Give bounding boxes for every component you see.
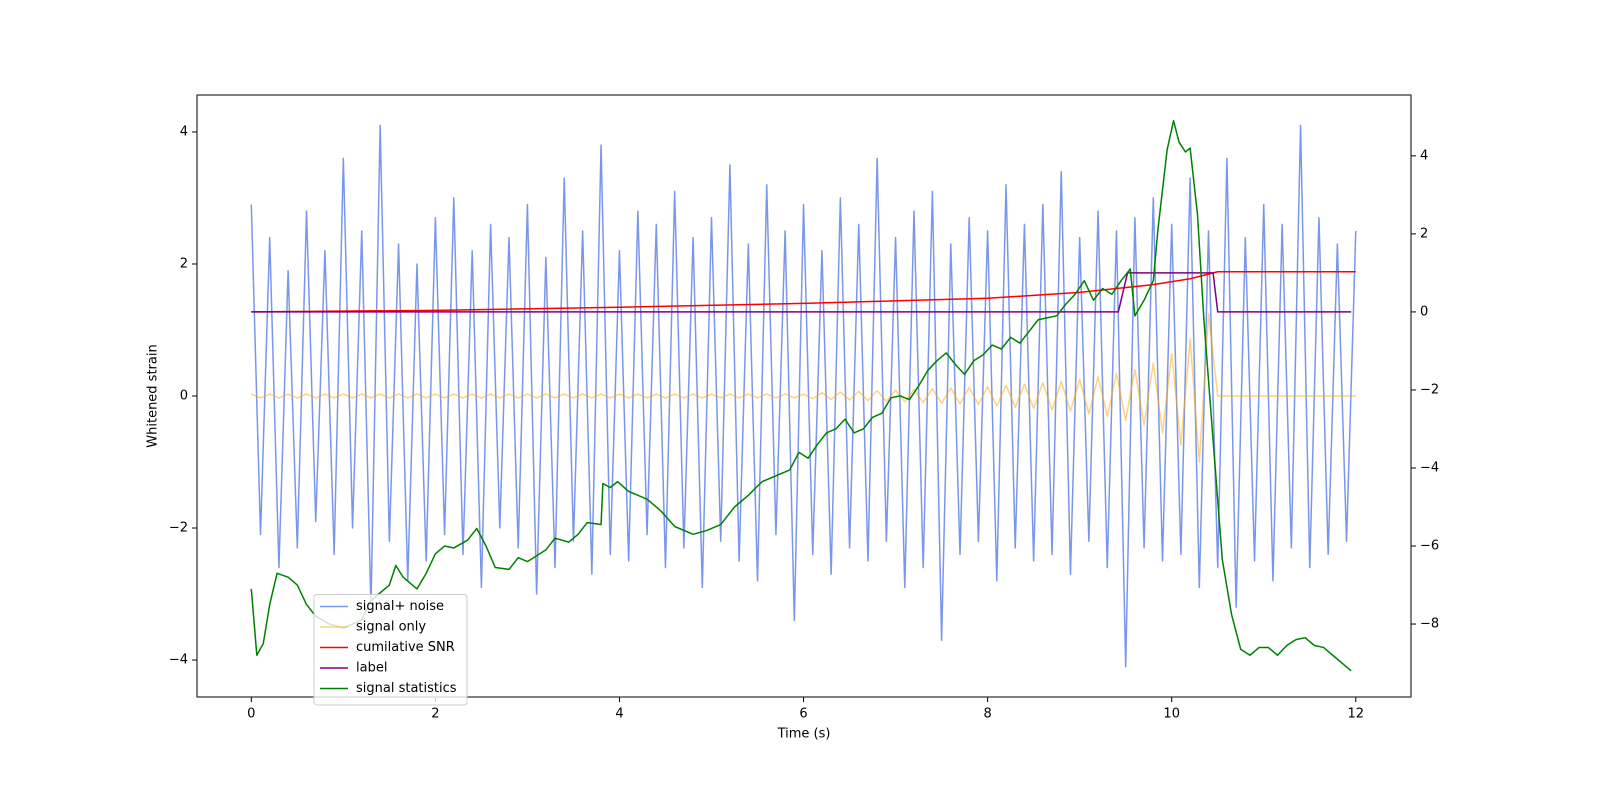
legend-label: label [356, 661, 387, 676]
y2-tick-label: 2 [1420, 226, 1428, 241]
series-line [251, 272, 1352, 313]
x-tick-label: 0 [247, 707, 255, 722]
series-line [250, 124, 1357, 668]
y-tick-label: 2 [180, 256, 188, 271]
series-line [251, 312, 1356, 463]
legend-label: signal only [356, 620, 426, 635]
plot-lines [250, 120, 1357, 672]
x-tick-label: 4 [615, 707, 623, 722]
y-axis-label: Whitened strain [146, 344, 161, 447]
y-tick-label: −2 [169, 521, 188, 536]
x-tick-label: 2 [431, 707, 439, 722]
series-line [251, 270, 1356, 313]
x-tick-label: 8 [983, 707, 991, 722]
x-tick-label: 6 [799, 707, 807, 722]
legend-label: signal statistics [356, 681, 457, 696]
y-tick-label: −4 [169, 653, 188, 668]
y2-tick-label: −2 [1420, 382, 1439, 397]
legend-box [313, 594, 468, 706]
legend-label: cumilative SNR [356, 640, 455, 655]
legend-label: signal+ noise [356, 599, 444, 614]
x-tick-label: 10 [1163, 707, 1180, 722]
y-tick-label: 4 [180, 124, 188, 139]
y2-tick-label: 0 [1420, 304, 1428, 319]
x-tick-label: 12 [1348, 707, 1365, 722]
y-tick-label: 0 [180, 389, 188, 404]
y2-tick-label: −8 [1420, 617, 1439, 632]
x-axis-label: Time (s) [777, 727, 831, 742]
series-line [250, 120, 1352, 672]
y2-tick-label: −6 [1420, 539, 1439, 554]
y2-tick-label: 4 [1420, 148, 1428, 163]
y2-tick-label: −4 [1420, 460, 1439, 475]
